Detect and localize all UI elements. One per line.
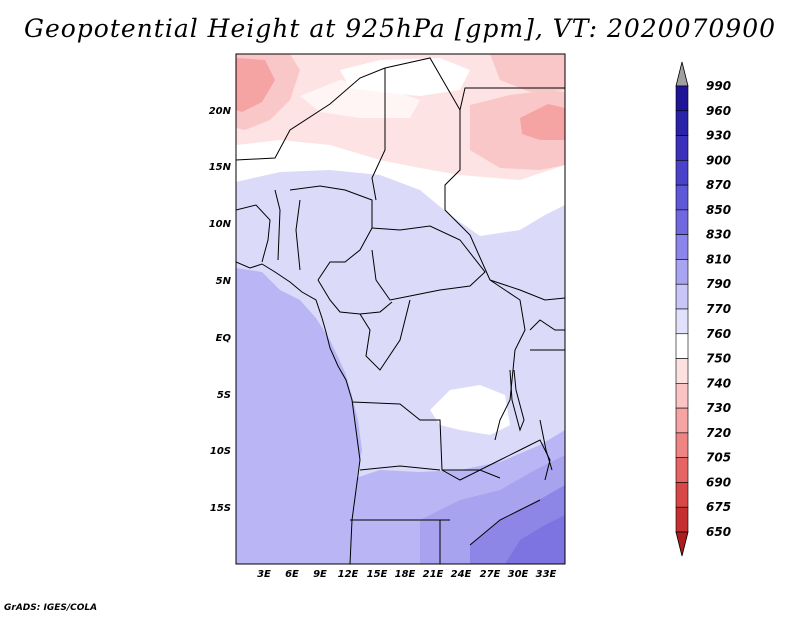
lat-label: 20N (209, 106, 232, 117)
grads-credit: GrADS: IGES/COLA (4, 603, 98, 613)
colorbar-label: 850 (706, 203, 731, 217)
field-northeast-high (490, 54, 565, 92)
colorbar-label: 675 (706, 500, 731, 514)
field-congo-white (430, 385, 510, 435)
colorbar-label: 990 (706, 79, 731, 93)
border-car (371, 225, 486, 301)
map-title: Geopotential Height at 925hPa [gpm], VT:… (23, 14, 777, 43)
lon-label: 21E (423, 569, 444, 580)
lat-label: 15N (209, 162, 232, 173)
border-southeast (439, 499, 541, 564)
lat-label: 15S (210, 503, 231, 514)
colorbar-label: 870 (706, 178, 731, 192)
colorbar-label: 720 (706, 426, 731, 440)
colorbar-swatch (675, 160, 689, 186)
lat-label: 10S (210, 446, 231, 457)
colorbar-swatch (675, 110, 689, 136)
border-sudan-south (489, 279, 565, 301)
colorbar-label: 705 (706, 451, 731, 465)
border-drc-east (489, 279, 526, 441)
map-field (236, 54, 565, 564)
colorbar-swatch (675, 383, 689, 409)
colorbar-swatch (675, 308, 689, 335)
colorbar-label: 830 (706, 228, 731, 242)
colorbar-label: 770 (706, 302, 731, 316)
colorbar-swatch (675, 457, 689, 483)
colorbar-swatch (675, 432, 689, 458)
lon-label: 6E (285, 569, 299, 580)
colorbar-label: 690 (706, 475, 731, 489)
colorbar-label: 900 (706, 153, 731, 167)
field-sudan-core (520, 104, 565, 140)
lat-label: 5N (216, 276, 232, 287)
colorbar-label: 740 (706, 376, 731, 390)
border-angola (351, 401, 501, 481)
lon-label: 3E (257, 569, 271, 580)
border-algeria-mali (236, 67, 386, 161)
colorbar-swatch (675, 209, 689, 235)
border-zambia (442, 439, 551, 481)
lon-axis: 3E 6E 9E 12E 15E 18E 21E 24E 27E 30E 33E (257, 569, 556, 580)
colorbar-swatch (675, 259, 689, 285)
colorbar-swatch (675, 358, 689, 384)
colorbar-label: 650 (706, 525, 731, 539)
colorbar-label: 930 (706, 129, 731, 143)
colorbar-swatch (675, 482, 689, 508)
colorbar-swatch (675, 184, 689, 211)
field-north-white (340, 58, 470, 96)
border-cameroon-south (317, 279, 393, 315)
lake-malawi (539, 419, 553, 471)
lat-label: 10N (209, 219, 232, 230)
lat-label: 5S (217, 390, 231, 401)
colorbar-swatch (675, 135, 689, 161)
colorbar-label: 760 (706, 327, 731, 341)
colorbar-label: 960 (706, 104, 731, 118)
colorbar-swatch (675, 234, 689, 260)
lon-label: 12E (338, 569, 359, 580)
colorbar-label: 810 (706, 252, 731, 266)
lon-label: 18E (395, 569, 416, 580)
field-atlantic (236, 268, 362, 564)
map-frame (235, 53, 566, 565)
lat-label: EQ (216, 333, 232, 344)
lon-label: 27E (480, 569, 501, 580)
colorbar-label: 790 (706, 277, 731, 291)
border-east-lakes (529, 319, 565, 351)
field-mauritania-core (236, 58, 275, 112)
border-libya-chad (384, 57, 491, 281)
colorbar-swatch (675, 283, 689, 310)
country-borders (236, 57, 565, 564)
lon-label: 30E (508, 569, 529, 580)
border-congo-drc (359, 299, 411, 371)
colorbar-swatch (675, 85, 689, 112)
colorbar-swatch (675, 407, 689, 434)
colorbar-swatch (675, 333, 689, 359)
colorbar-swatch (675, 506, 689, 533)
lat-axis: 20N 15N 10N 5N EQ 5S 10S 15S (209, 106, 232, 514)
colorbar-min-arrow (675, 531, 689, 557)
lon-label: 33E (536, 569, 557, 580)
colorbar-max-arrow (675, 61, 689, 87)
lake-tanganyika (509, 369, 525, 432)
colorbar-label: 730 (706, 401, 731, 415)
colorbar: 990 960 930 900 870 850 830 810 790 770 760 750 740 7… (675, 61, 731, 557)
lon-label: 15E (367, 569, 388, 580)
border-egypt-sudan (459, 87, 565, 111)
coastline-west (236, 261, 361, 564)
border-libya-niger (371, 68, 386, 201)
field-southeast-lowest (505, 515, 565, 564)
lon-label: 9E (313, 569, 327, 580)
colorbar-label: 750 (706, 352, 731, 366)
lon-label: 24E (451, 569, 472, 580)
border-west-states (236, 189, 301, 271)
